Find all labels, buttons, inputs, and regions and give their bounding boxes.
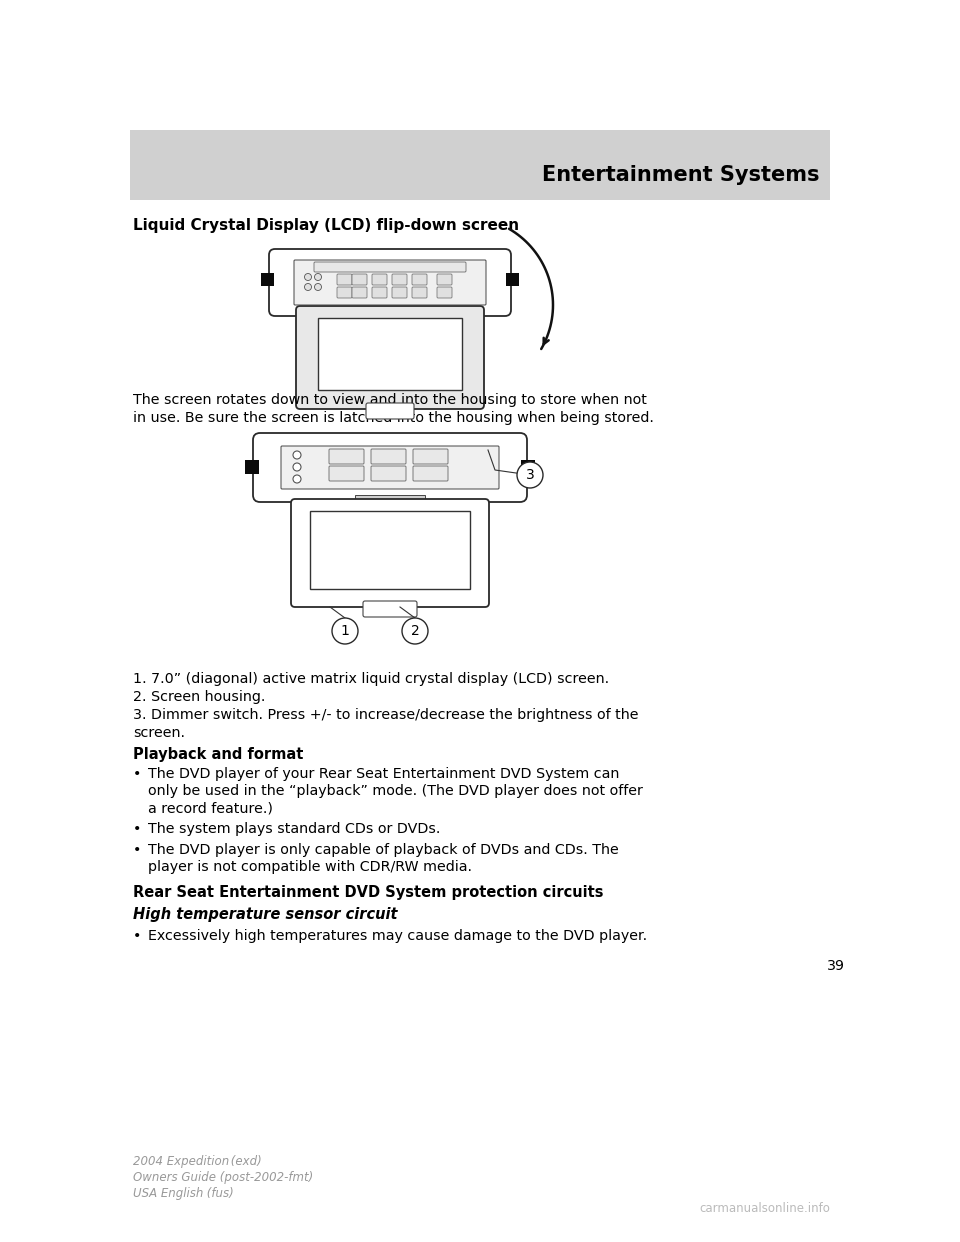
FancyBboxPatch shape xyxy=(412,287,427,298)
FancyBboxPatch shape xyxy=(352,274,367,284)
Circle shape xyxy=(402,619,428,645)
Text: only be used in the “playback” mode. (The DVD player does not offer: only be used in the “playback” mode. (Th… xyxy=(148,784,643,799)
Bar xyxy=(261,273,274,286)
Text: (exd): (exd) xyxy=(227,1155,262,1167)
FancyBboxPatch shape xyxy=(366,402,414,419)
Text: •: • xyxy=(133,822,141,836)
Bar xyxy=(245,460,259,474)
Text: 3: 3 xyxy=(526,468,535,482)
Text: Rear Seat Entertainment DVD System protection circuits: Rear Seat Entertainment DVD System prote… xyxy=(133,886,604,900)
Text: Liquid Crystal Display (LCD) flip-down screen: Liquid Crystal Display (LCD) flip-down s… xyxy=(133,219,519,233)
Text: High temperature sensor circuit: High temperature sensor circuit xyxy=(133,907,397,922)
Text: carmanualsonline.info: carmanualsonline.info xyxy=(699,1202,830,1215)
Circle shape xyxy=(293,463,301,471)
Text: screen.: screen. xyxy=(133,727,185,740)
Text: The screen rotates down to view and into the housing to store when not: The screen rotates down to view and into… xyxy=(133,392,647,407)
Text: 39: 39 xyxy=(827,959,845,972)
FancyBboxPatch shape xyxy=(352,287,367,298)
FancyBboxPatch shape xyxy=(329,466,364,481)
FancyBboxPatch shape xyxy=(329,450,364,465)
FancyBboxPatch shape xyxy=(363,601,417,617)
Bar xyxy=(506,273,519,286)
FancyBboxPatch shape xyxy=(412,274,427,284)
Text: 2. Screen housing.: 2. Screen housing. xyxy=(133,691,265,704)
Text: Owners Guide (post-2002-fmt): Owners Guide (post-2002-fmt) xyxy=(133,1171,313,1184)
FancyBboxPatch shape xyxy=(269,248,511,315)
Circle shape xyxy=(517,462,543,488)
Circle shape xyxy=(304,283,311,291)
Text: Playback and format: Playback and format xyxy=(133,746,303,763)
Circle shape xyxy=(315,283,322,291)
FancyBboxPatch shape xyxy=(337,287,352,298)
Text: player is not compatible with CDR/RW media.: player is not compatible with CDR/RW med… xyxy=(148,859,472,874)
Text: (fus): (fus) xyxy=(203,1187,233,1200)
FancyBboxPatch shape xyxy=(372,287,387,298)
Circle shape xyxy=(332,619,358,645)
Text: The DVD player is only capable of playback of DVDs and CDs. The: The DVD player is only capable of playba… xyxy=(148,843,619,857)
FancyBboxPatch shape xyxy=(294,260,486,306)
Circle shape xyxy=(293,474,301,483)
Text: •: • xyxy=(133,768,141,781)
Text: The system plays standard CDs or DVDs.: The system plays standard CDs or DVDs. xyxy=(148,822,441,836)
FancyBboxPatch shape xyxy=(392,287,407,298)
Text: Excessively high temperatures may cause damage to the DVD player.: Excessively high temperatures may cause … xyxy=(148,929,647,943)
Text: in use. Be sure the screen is latched into the housing when being stored.: in use. Be sure the screen is latched in… xyxy=(133,411,654,425)
Text: USA English: USA English xyxy=(133,1187,204,1200)
FancyBboxPatch shape xyxy=(281,446,499,489)
Text: The DVD player of your Rear Seat Entertainment DVD System can: The DVD player of your Rear Seat Enterta… xyxy=(148,768,619,781)
Text: 1. 7.0” (diagonal) active matrix liquid crystal display (LCD) screen.: 1. 7.0” (diagonal) active matrix liquid … xyxy=(133,672,610,686)
Bar xyxy=(310,510,470,589)
Bar xyxy=(130,130,830,200)
Circle shape xyxy=(304,273,311,281)
FancyBboxPatch shape xyxy=(371,450,406,465)
Circle shape xyxy=(293,451,301,460)
Text: 1: 1 xyxy=(341,623,349,638)
Bar xyxy=(355,496,425,505)
FancyBboxPatch shape xyxy=(337,274,352,284)
FancyBboxPatch shape xyxy=(291,499,489,607)
FancyBboxPatch shape xyxy=(437,274,452,284)
Text: 2004 Expedition: 2004 Expedition xyxy=(133,1155,229,1167)
FancyBboxPatch shape xyxy=(372,274,387,284)
FancyBboxPatch shape xyxy=(437,287,452,298)
Text: Entertainment Systems: Entertainment Systems xyxy=(542,165,820,185)
Text: 3. Dimmer switch. Press +/- to increase/decrease the brightness of the: 3. Dimmer switch. Press +/- to increase/… xyxy=(133,708,638,722)
FancyBboxPatch shape xyxy=(314,262,466,272)
Circle shape xyxy=(315,273,322,281)
FancyBboxPatch shape xyxy=(253,433,527,502)
Text: a record feature.): a record feature.) xyxy=(148,801,273,815)
Bar xyxy=(521,460,535,474)
FancyBboxPatch shape xyxy=(371,466,406,481)
Text: •: • xyxy=(133,929,141,943)
FancyBboxPatch shape xyxy=(392,274,407,284)
FancyBboxPatch shape xyxy=(413,450,448,465)
Text: 2: 2 xyxy=(411,623,420,638)
Bar xyxy=(318,318,462,390)
FancyBboxPatch shape xyxy=(296,306,484,409)
Text: •: • xyxy=(133,843,141,857)
FancyBboxPatch shape xyxy=(413,466,448,481)
